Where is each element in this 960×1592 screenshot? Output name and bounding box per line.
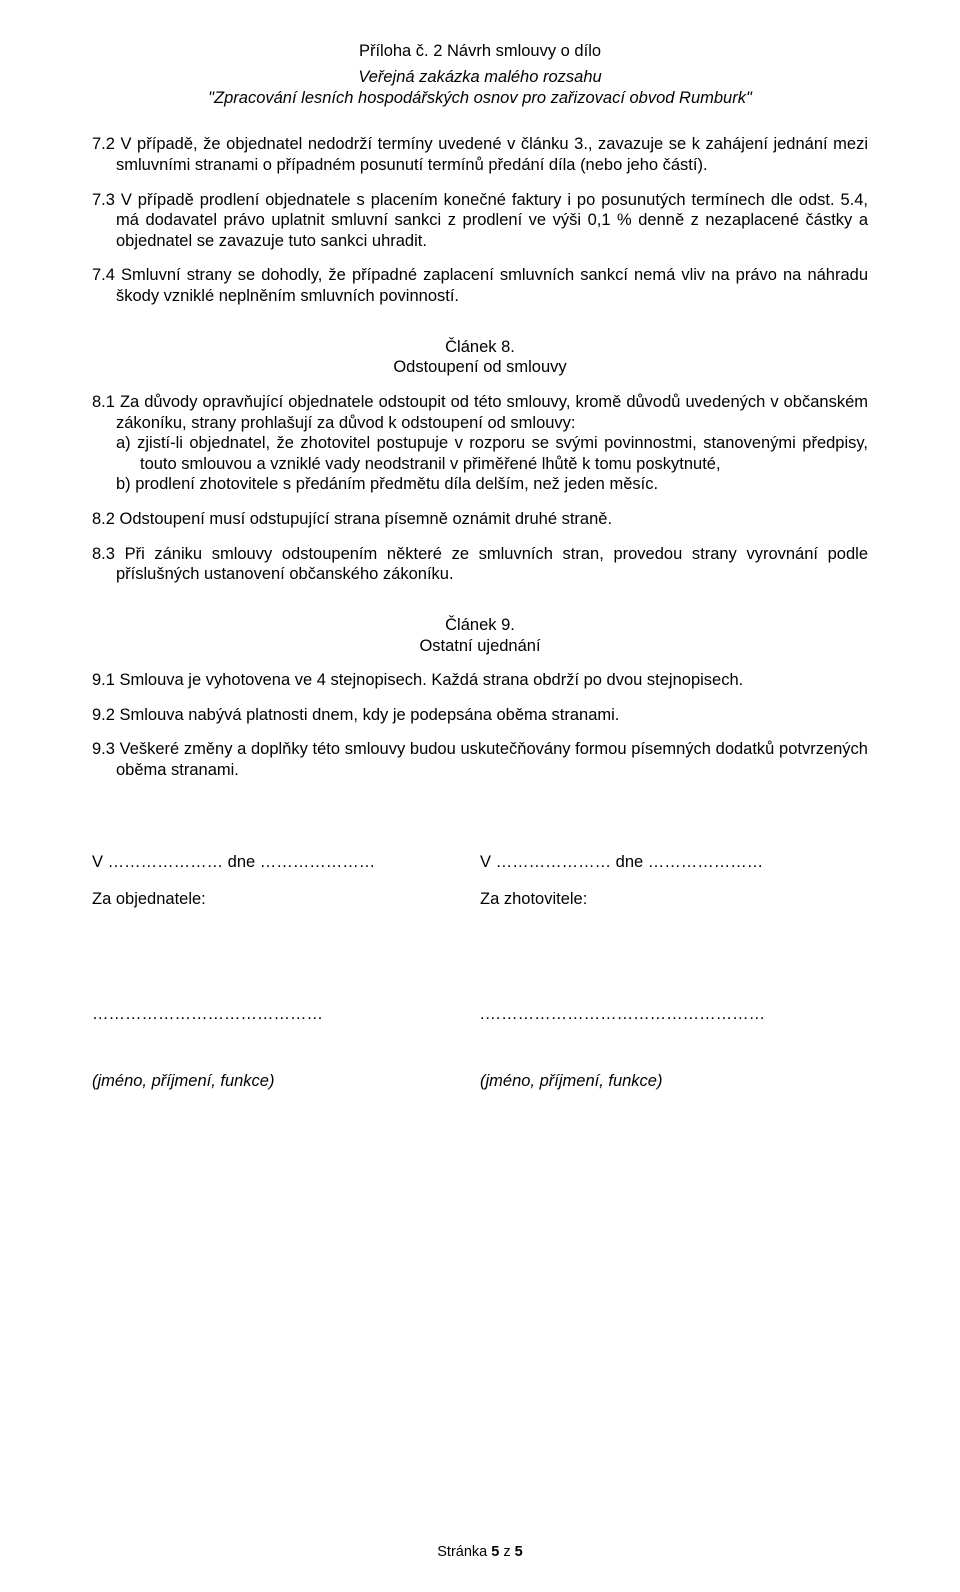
para-8-2: 8.2 Odstoupení musí odstupující strana p… [92,509,868,530]
footer-mid: z [499,1544,514,1560]
para-8-3: 8.3 Při zániku smlouvy odstoupením někte… [92,544,868,585]
para-7-4: 7.4 Smluvní strany se dohodly, že případ… [92,265,868,306]
sign-place-left: V ………………… dne ………………… [92,853,480,872]
tender-line2: "Zpracování lesních hospodářských osnov … [208,89,752,107]
article-8-num: Článek 8. [445,338,515,356]
signature-line-row: …………………………………… .…………………………………………… [92,1005,868,1024]
article-8-heading: Článek 8. Odstoupení od smlouvy [92,337,868,378]
para-9-2: 9.2 Smlouva nabývá platnosti dnem, kdy j… [92,705,868,726]
signature-name-row: (jméno, příjmení, funkce) (jméno, příjme… [92,1072,868,1091]
article-9-name: Ostatní ujednání [419,637,540,655]
para-7-2: 7.2 V případě, že objednatel nedodrží te… [92,134,868,175]
article-8-name: Odstoupení od smlouvy [393,358,566,376]
sign-name-right: (jméno, příjmení, funkce) [480,1072,868,1091]
article-9-num: Článek 9. [445,616,515,634]
sign-for-left: Za objednatele: [92,890,480,909]
sign-name-left: (jméno, příjmení, funkce) [92,1072,480,1091]
signature-for-row: Za objednatele: Za zhotovitele: [92,890,868,909]
sign-place-right: V ………………… dne ………………… [480,853,868,872]
sign-line-right: .…………………………………………… [480,1005,868,1024]
para-8-1-list: a) zjistí-li objednatel, že zhotovitel p… [92,433,868,495]
para-8-1-a: a) zjistí-li objednatel, že zhotovitel p… [140,433,868,474]
attachment-heading: Příloha č. 2 Návrh smlouvy o dílo [92,42,868,61]
tender-line1: Veřejná zakázka malého rozsahu [358,68,601,86]
signature-place-row: V ………………… dne ………………… V ………………… dne …………… [92,853,868,872]
para-8-1-b: b) prodlení zhotovitele s předáním předm… [140,474,868,495]
sign-for-right: Za zhotovitele: [480,890,868,909]
footer-page-total: 5 [515,1544,523,1560]
page-footer: Stránka 5 z 5 [0,1544,960,1560]
para-8-1-intro: 8.1 Za důvody opravňující objednatele od… [92,392,868,433]
footer-prefix: Stránka [437,1544,491,1560]
para-7-3: 7.3 V případě prodlení objednatele s pla… [92,190,868,252]
para-9-1: 9.1 Smlouva je vyhotovena ve 4 stejnopis… [92,670,868,691]
tender-heading: Veřejná zakázka malého rozsahu "Zpracová… [92,67,868,108]
para-9-3: 9.3 Veškeré změny a doplňky této smlouvy… [92,739,868,780]
sign-line-left: …………………………………… [92,1005,480,1024]
article-9-heading: Článek 9. Ostatní ujednání [92,615,868,656]
